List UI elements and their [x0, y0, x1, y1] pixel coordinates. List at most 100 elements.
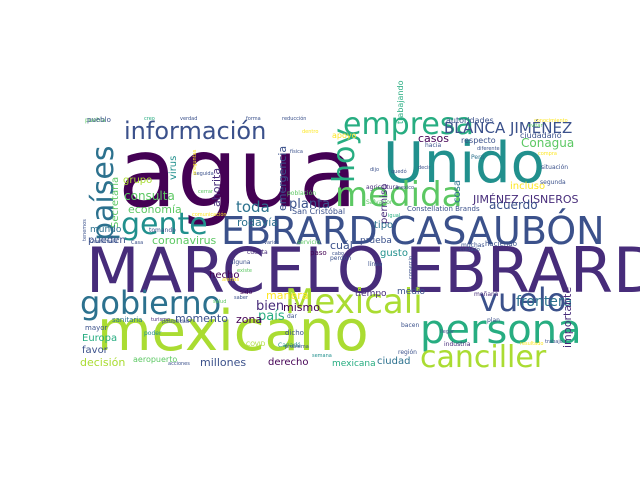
word-momento: momento	[175, 312, 228, 325]
word-ciudad: ciudad	[377, 356, 411, 367]
word-conagua: Conagua	[521, 136, 575, 150]
word-salvador: Salvador	[366, 199, 393, 206]
word-secretaria: Secretaría	[110, 176, 121, 228]
word-resultado: resultado	[520, 341, 544, 347]
word-apoyo: apoyo	[332, 131, 357, 140]
word-salud: salud	[213, 299, 227, 305]
word-poblacion: población	[287, 190, 317, 197]
word-mexico: mexico	[396, 185, 415, 191]
word-manana: mañana	[474, 291, 499, 298]
word-conocimiento: conocimiento	[534, 118, 568, 124]
word-sanitaria: sanitaria	[112, 316, 143, 324]
word-puebla: puebla	[85, 117, 106, 124]
word-empresa: empresa	[343, 107, 474, 142]
word-cual: cuál	[330, 239, 353, 252]
word-mismo: mismo	[283, 301, 320, 314]
word-virus: virus	[168, 155, 179, 180]
word-seguida: seguida	[194, 171, 214, 177]
word-rodavia: rodavía	[237, 216, 279, 229]
word-grupo: grupo	[123, 175, 153, 186]
word-peru: Perú	[471, 154, 485, 161]
word-acuerdo: acuerdo	[489, 198, 538, 212]
word-pueden: pueden	[88, 235, 126, 246]
word-alertas: alertas	[222, 277, 240, 283]
word-servicio: servicio	[297, 239, 321, 246]
word-situacion: situación	[541, 164, 569, 171]
word-europa: Europa	[82, 333, 118, 344]
word-haciendo: haciendo	[485, 240, 517, 248]
word-diferente: diferente	[477, 146, 500, 152]
word-ciudadano: ciudadano	[520, 131, 562, 140]
word-economia: economía	[128, 203, 182, 216]
word-fisica: física	[290, 149, 303, 155]
word-paso: paso	[310, 249, 327, 257]
word-agricultura: agricultura	[366, 184, 399, 191]
word-pueblo: pueblo	[87, 116, 111, 124]
word-linea: línea	[368, 261, 383, 268]
word-unido: Unido	[383, 131, 545, 196]
word-dijo: dijo	[370, 167, 380, 173]
word-dicho: dicho	[285, 329, 304, 337]
word-cerrar: cerrar	[198, 189, 213, 195]
word-poder: poder	[144, 330, 162, 337]
word-canciller: canciller	[420, 340, 547, 375]
word-frontera: frontera	[516, 294, 573, 310]
word-incluso: incluso	[510, 181, 546, 192]
word-covid: COVID	[246, 341, 266, 348]
word-dar: dar	[287, 313, 297, 320]
word-gente: gente	[121, 207, 208, 242]
word-comunicacion: comunicación	[192, 212, 227, 218]
word-igual: igual	[388, 213, 401, 219]
word-forma: forma	[246, 116, 261, 122]
word-reduccion: reducción	[282, 116, 307, 122]
word-alguna: alguna	[230, 259, 251, 266]
word-verdad: verdad	[180, 116, 198, 122]
word-agua: agua	[118, 117, 358, 229]
word-respecto: respecto	[461, 136, 496, 145]
word-trabajo: trabajo	[545, 339, 563, 345]
word-segunda: segunda	[540, 179, 566, 186]
word-vuelo: vuelo	[479, 281, 567, 319]
word-prueba: prueba	[360, 236, 392, 246]
word-saber: saber	[234, 295, 248, 301]
word-medio: medio	[397, 287, 426, 297]
word-trabajando: trabajando	[396, 80, 405, 124]
word-cabo: cabo	[332, 251, 345, 257]
word-millones: millones	[200, 356, 247, 369]
word-comercio: comercio	[408, 256, 414, 279]
word-mundo: mundo	[90, 225, 122, 235]
word-llegar: llegar	[440, 329, 455, 335]
word-decir: decir	[418, 165, 431, 171]
word-compra: compra	[538, 151, 557, 157]
word-turismo: turismo	[151, 317, 171, 323]
word-san-cristobal: San Cristóbal	[292, 207, 346, 216]
word-planta: planta	[289, 197, 331, 212]
word-informacion: información	[124, 117, 267, 145]
word-pais: país	[258, 309, 285, 324]
word-cuidado: cuidado	[460, 247, 480, 253]
word-coronavirus: coronavirus	[152, 234, 217, 247]
word-aeropuerto: aeropuerto	[133, 355, 178, 364]
word-decision: decisión	[80, 356, 126, 369]
word-tipo: tipo	[374, 220, 394, 231]
word-blanca-jimenez: BLANCA JIMÉNEZ	[444, 119, 573, 137]
word-plan: plan	[487, 317, 500, 324]
word-existe: existe	[237, 268, 252, 274]
word-dentro: dentro	[302, 129, 319, 135]
word-casos: casos	[418, 132, 449, 145]
word-tomando: tomando	[149, 227, 176, 234]
word-emergencia: emergencia	[276, 145, 289, 211]
word-mexicali: Mexicali	[285, 282, 423, 322]
word-mayor: mayor	[85, 324, 108, 332]
word-preguntas: preguntas	[192, 149, 198, 175]
word-importante: importante	[561, 286, 574, 348]
word-autoridades: autoridades	[446, 116, 494, 125]
word-quedo: quedó	[391, 169, 407, 175]
word-zona: zona	[236, 313, 263, 326]
word-toda: toda	[236, 198, 270, 216]
word-posibilidad: posibilidad	[162, 319, 189, 325]
word-sido: sido	[240, 289, 253, 296]
word-manera: manera	[266, 289, 309, 302]
word-jimenez-cisneros: JIMÉNEZ CISNEROS	[473, 193, 579, 206]
word-favor: favor	[82, 345, 108, 356]
